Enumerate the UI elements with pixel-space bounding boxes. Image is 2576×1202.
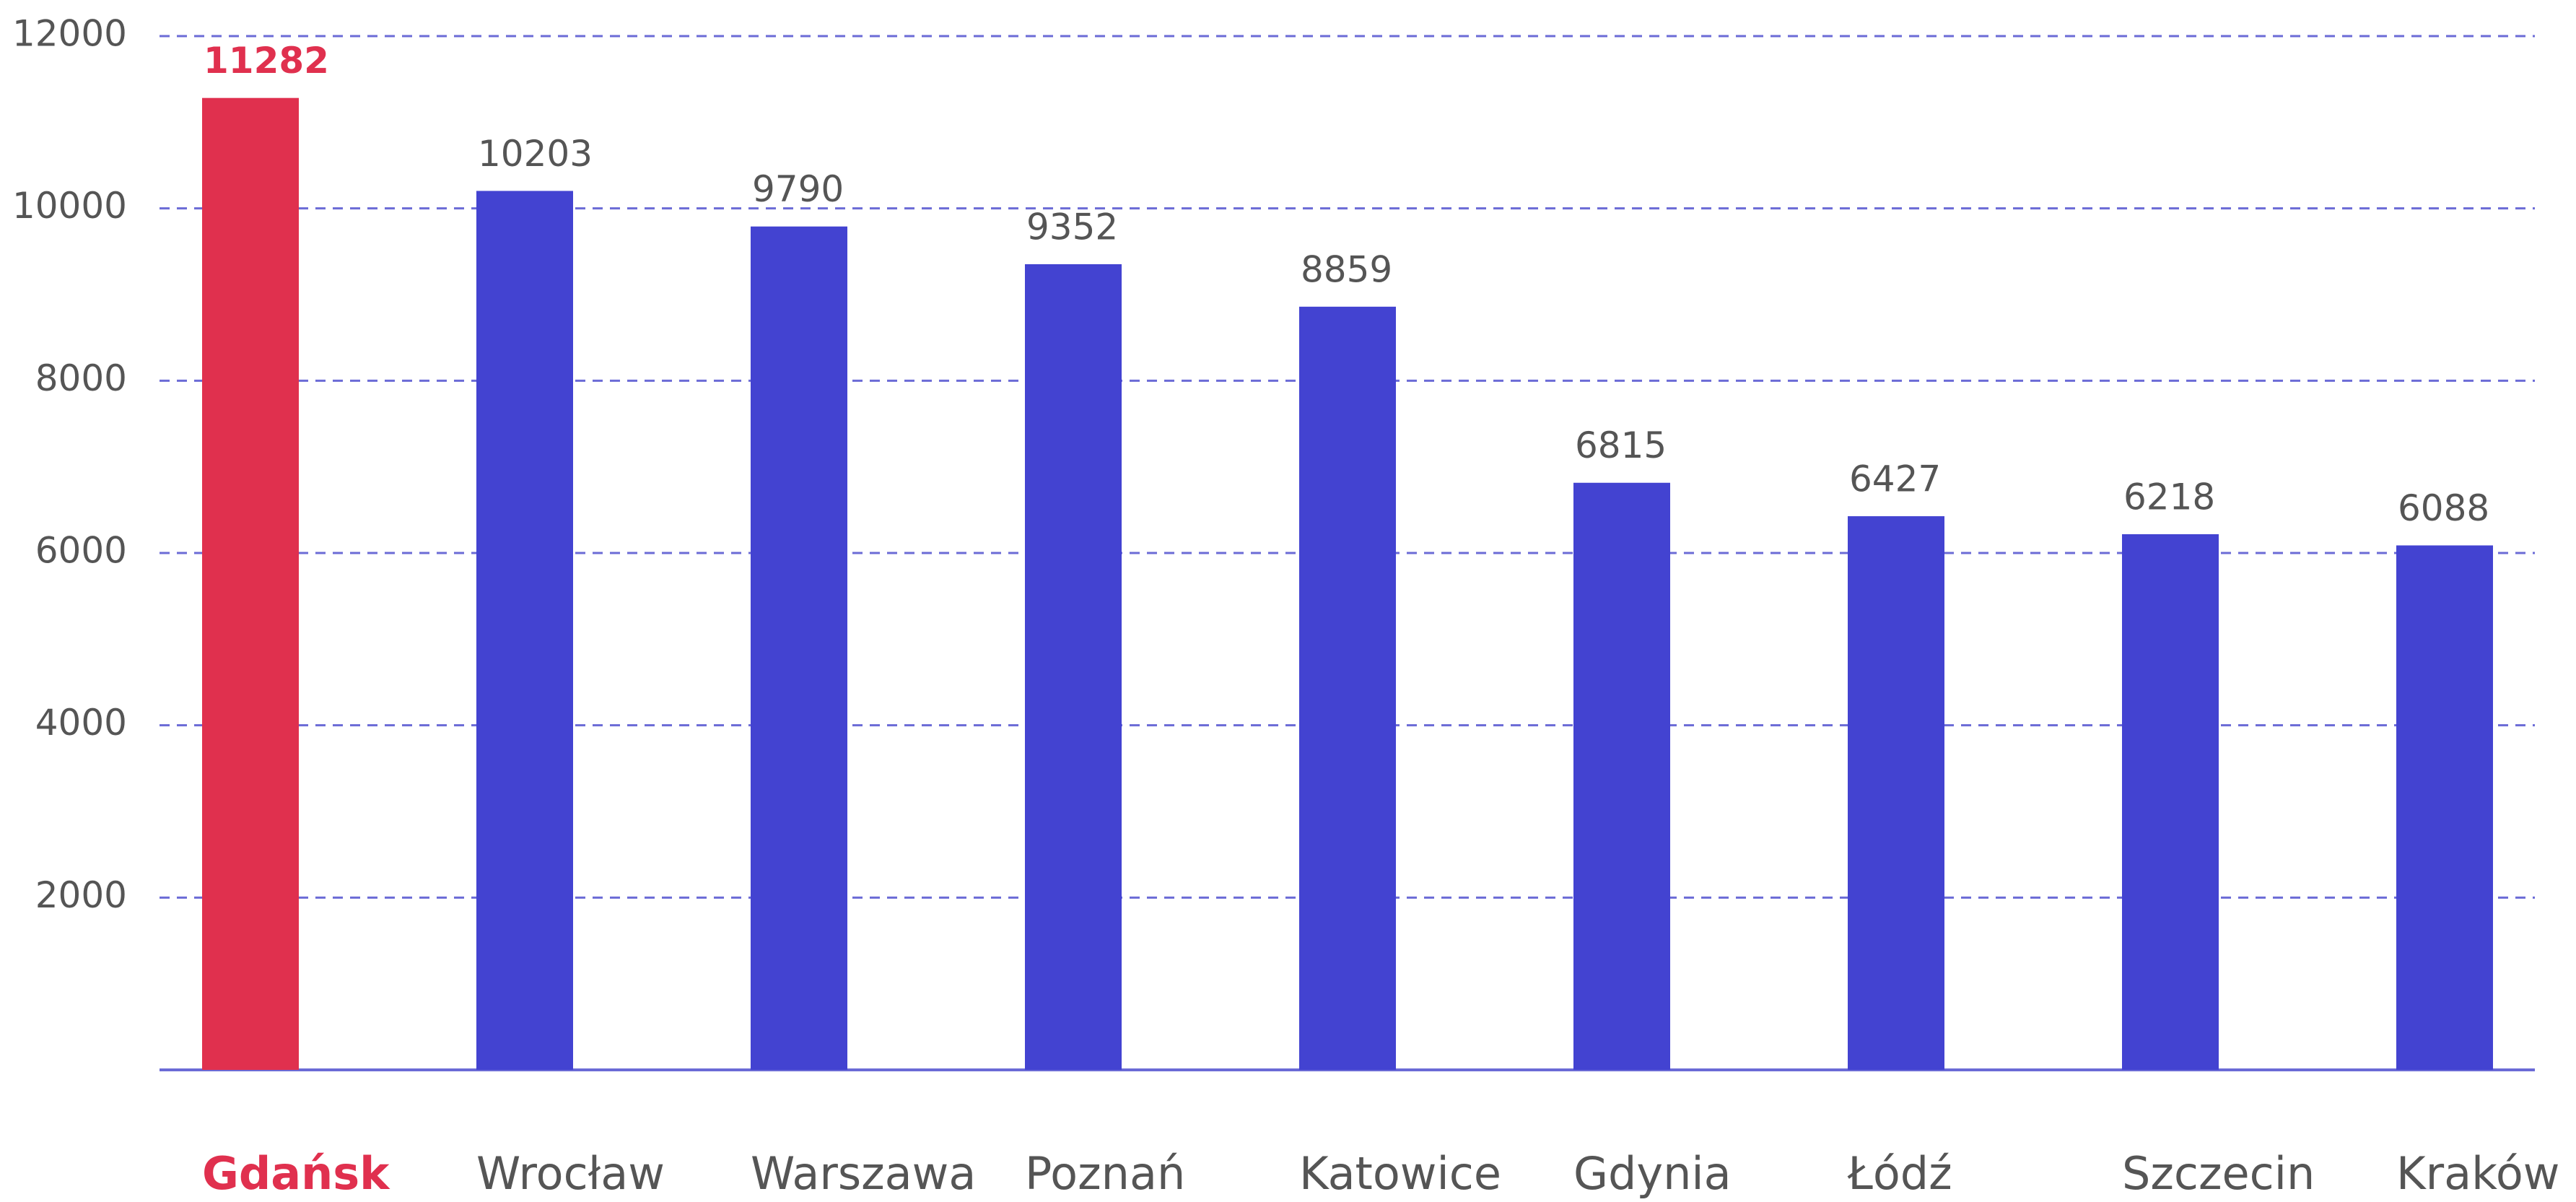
value-label: 9790 — [752, 168, 844, 210]
bar — [2396, 545, 2493, 1070]
y-tick-label: 12000 — [12, 13, 127, 55]
value-label: 6218 — [2123, 476, 2215, 518]
bar — [2122, 534, 2219, 1070]
x-tick-label: Poznań — [1025, 1147, 1185, 1200]
bar — [751, 226, 847, 1070]
value-label: 6088 — [2398, 487, 2489, 529]
x-tick-label: Gdynia — [1573, 1147, 1732, 1200]
bar — [202, 97, 299, 1070]
value-label: 6427 — [1849, 458, 1941, 500]
x-tick-label: Szczecin — [2122, 1147, 2315, 1200]
value-label: 6815 — [1575, 424, 1667, 466]
y-tick-label: 8000 — [35, 357, 127, 399]
value-label: 10203 — [478, 133, 593, 175]
value-label: 8859 — [1301, 248, 1392, 290]
bar — [1299, 306, 1396, 1071]
x-tick-label: Wrocław — [476, 1147, 665, 1200]
bar — [1573, 482, 1670, 1070]
bar — [1025, 264, 1122, 1071]
y-tick-label: 10000 — [12, 185, 127, 227]
value-label: 9352 — [1026, 206, 1118, 248]
bar — [476, 191, 573, 1070]
value-label: 11282 — [204, 40, 329, 82]
x-tick-label: Łódź — [1847, 1147, 1952, 1200]
x-tick-label: Gdańsk — [202, 1147, 390, 1200]
x-tick-label: Warszawa — [751, 1147, 976, 1200]
bar — [1848, 516, 1944, 1070]
x-tick-label: Katowice — [1299, 1147, 1501, 1200]
x-tick-label: Kraków — [2396, 1147, 2559, 1200]
y-tick-label: 4000 — [35, 702, 127, 744]
y-tick-label: 6000 — [35, 530, 127, 572]
y-tick-label: 2000 — [35, 874, 127, 916]
